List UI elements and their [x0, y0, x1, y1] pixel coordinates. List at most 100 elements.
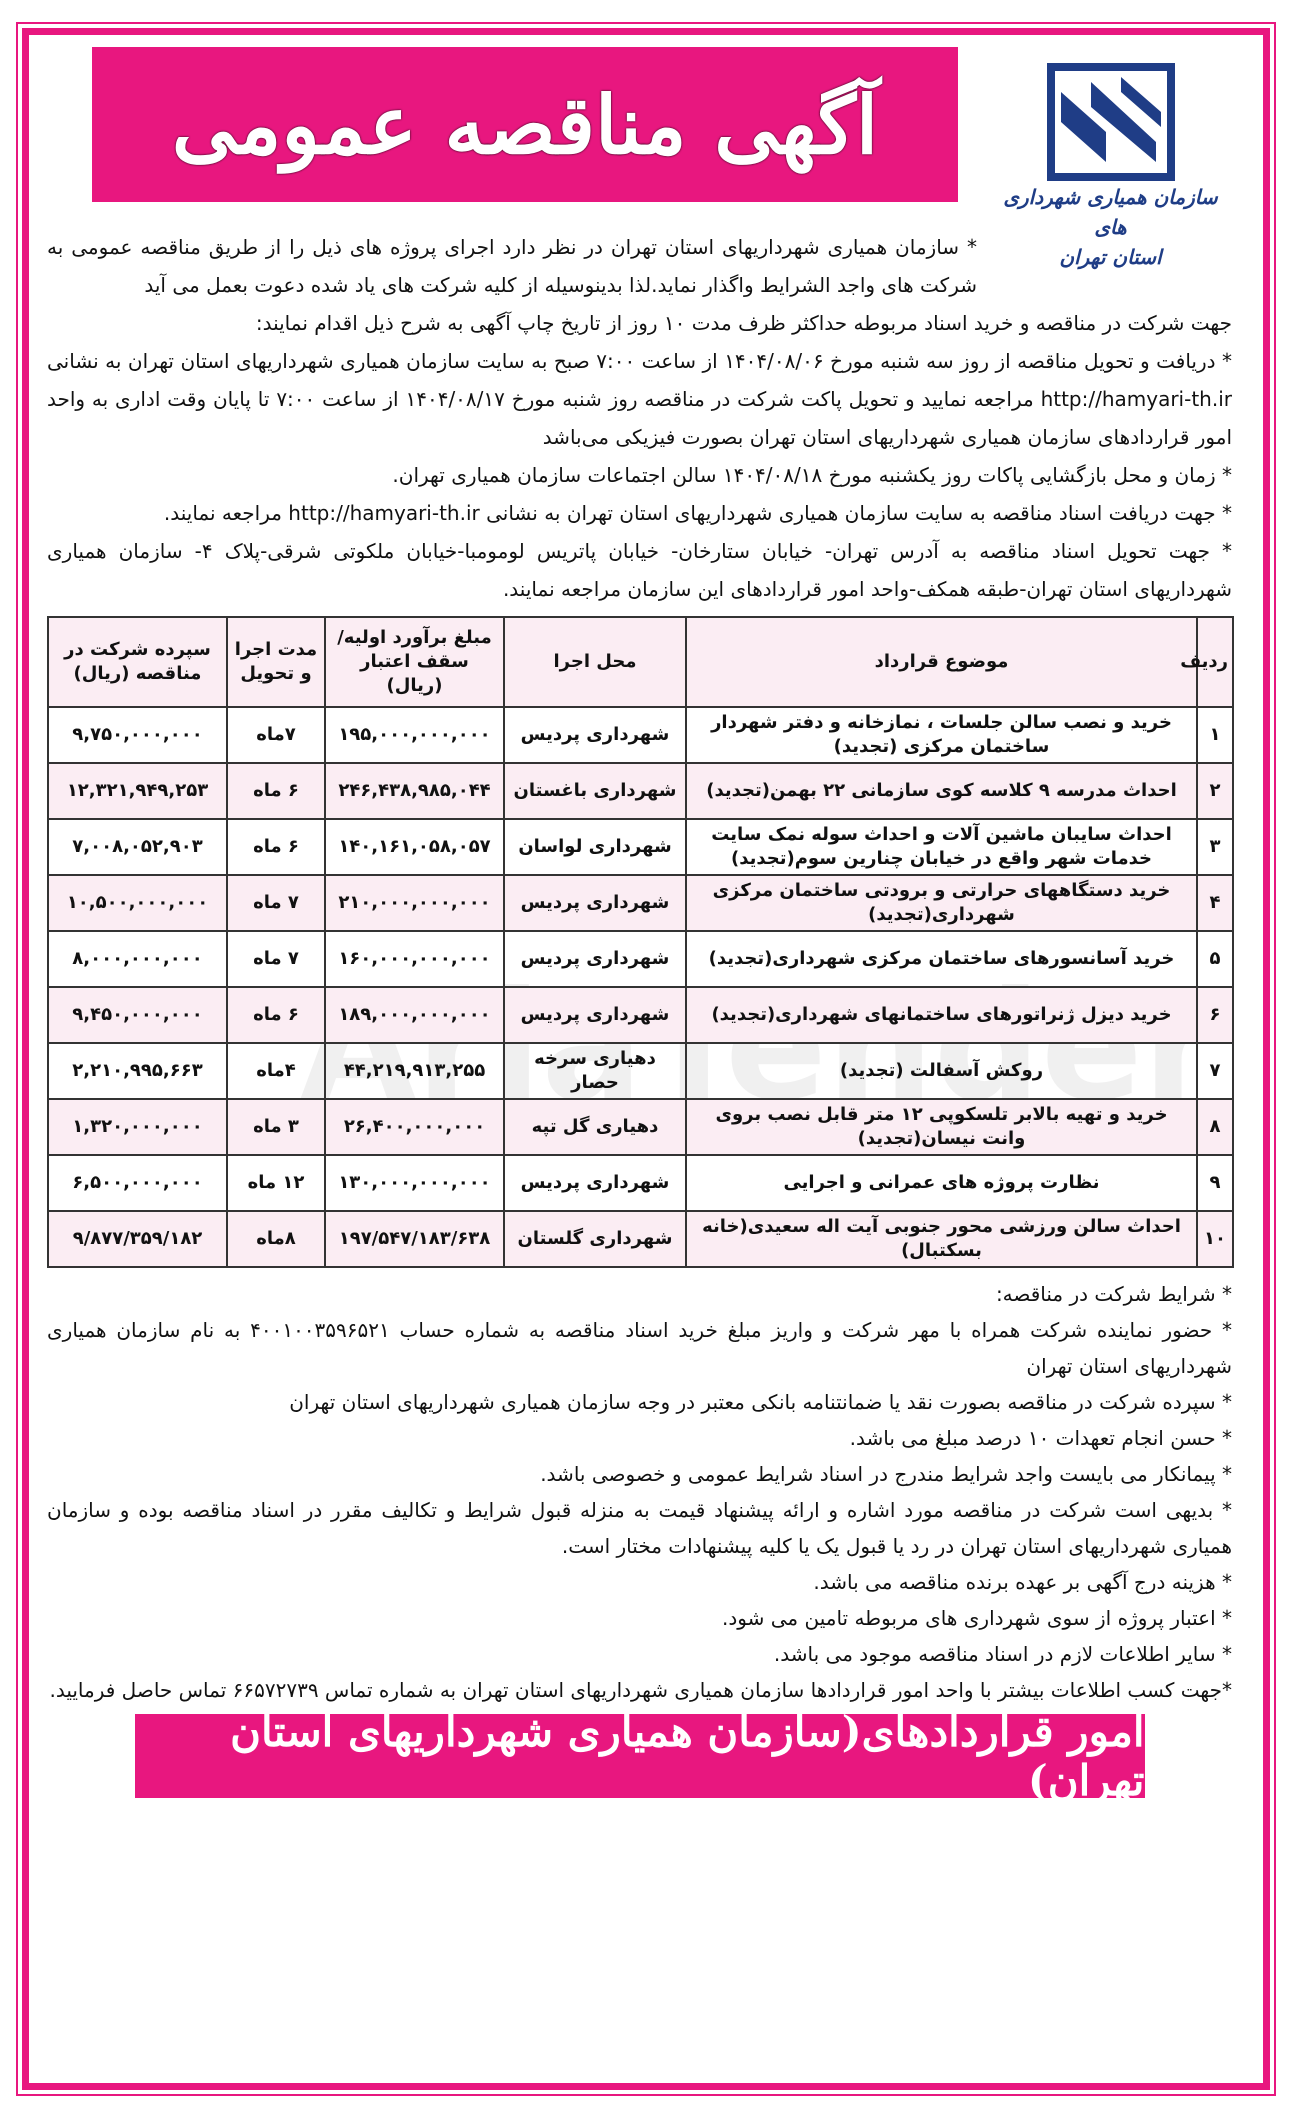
column-header: مدت اجرا و تحویل [226, 616, 326, 708]
intro-paragraph-5: * جهت دریافت اسناد مناقصه به سایت سازمان… [163, 501, 1232, 525]
column-header: ردیف [1180, 616, 1234, 708]
logo-icon [1046, 63, 1175, 181]
column-header: مبلغ برآورد اولیه/ سقف اعتبار (ریال) [324, 616, 505, 708]
footer-text: امور قراردادهای(سازمان همیاری شهرداریهای… [230, 1707, 1145, 1805]
table-cell: ۲ [1196, 762, 1234, 820]
table-cell: ۶ ماه [226, 986, 326, 1044]
table-cell: شهرداری لواسان [503, 818, 687, 876]
table-row: ۸ خرید و تهیه بالابر تلسکوپی ۱۲ متر قابل … [47, 1098, 1234, 1156]
table-cell: ۲۶,۴۰۰,۰۰۰,۰۰۰ [324, 1098, 505, 1156]
table-cell: احداث سالن ورزشی محور جنوبی آیت اله سعید… [685, 1210, 1198, 1268]
table-cell: خرید دیزل ژنراتورهای ساختمانهای شهرداری(… [685, 986, 1198, 1044]
table-cell: ۱۸۹,۰۰۰,۰۰۰,۰۰۰ [324, 986, 505, 1044]
table-cell: شهرداری پردیس [503, 930, 687, 988]
table-cell: ۳ [1196, 818, 1234, 876]
condition-item: * بدیهی است شرکت در مناقصه مورد اشاره و … [47, 1498, 1232, 1558]
table-cell: ۱۴۰,۱۶۱,۰۵۸,۰۵۷ [324, 818, 505, 876]
table-cell: ۷ [1196, 1042, 1234, 1100]
table-cell: ۱ [1196, 706, 1234, 764]
condition-item: *جهت کسب اطلاعات بیشتر با واحد امور قرار… [49, 1678, 1232, 1702]
conditions-block: * شرایط شرکت در مناقصه: * حضور نماینده شر… [47, 1276, 1232, 1708]
intro-block: جهت شرکت در مناقصه و خرید اسناد مربوطه ح… [47, 304, 1232, 608]
table-row: ۶ خرید دیزل ژنراتورهای ساختمانهای شهرداری… [47, 986, 1234, 1044]
table-cell: ۹/۸۷۷/۳۵۹/۱۸۲ [47, 1210, 228, 1268]
table-row: ۲ احداث مدرسه ۹ کلاسه کوی سازمانی ۲۲ بهمن… [47, 762, 1234, 820]
table-cell: شهرداری پردیس [503, 986, 687, 1044]
column-header: سپرده شرکت در مناقصه (ریال) [47, 616, 228, 708]
condition-item: * پیمانکار می بایست واجد شرایط مندرج در … [540, 1462, 1232, 1486]
title-banner: آگهی مناقصه عمومی [92, 47, 958, 202]
table-cell: دهیاری سرخه حصار [503, 1042, 687, 1100]
table-cell: ۸ [1196, 1098, 1234, 1156]
logo: سازمان همیاری شهرداری های استان تهران [1003, 62, 1218, 272]
intro-paragraph-2: جهت شرکت در مناقصه و خرید اسناد مربوطه ح… [255, 311, 1232, 335]
table-cell: ۸,۰۰۰,۰۰۰,۰۰۰ [47, 930, 228, 988]
table-cell: ۲,۲۱۰,۹۹۵,۶۶۳ [47, 1042, 228, 1100]
table-cell: ۵ [1196, 930, 1234, 988]
table-cell: ۹,۴۵۰,۰۰۰,۰۰۰ [47, 986, 228, 1044]
table-cell: شهرداری گلستان [503, 1210, 687, 1268]
intro-paragraph-1: * سازمان همیاری شهرداریهای استان تهران د… [47, 235, 977, 297]
condition-item: * سایر اطلاعات لازم در اسناد مناقصه موجو… [773, 1642, 1232, 1666]
column-header: محل اجرا [503, 616, 687, 708]
table-cell: ۱۲ ماه [226, 1154, 326, 1212]
table-cell: ۱۰,۵۰۰,۰۰۰,۰۰۰ [47, 874, 228, 932]
tender-table: ردیف موضوع قرارداد محل اجرا مبلغ برآورد اول… [47, 616, 1234, 1268]
table-cell: خرید و تهیه بالابر تلسکوپی ۱۲ متر قابل ن… [685, 1098, 1198, 1156]
table-cell: ۱۲,۳۲۱,۹۴۹,۲۵۳ [47, 762, 228, 820]
table-cell: ۱۹۷/۵۴۷/۱۸۳/۶۳۸ [324, 1210, 505, 1268]
table-cell: ۱,۳۲۰,۰۰۰,۰۰۰ [47, 1098, 228, 1156]
table-cell: ۹ [1196, 1154, 1234, 1212]
table-cell: شهرداری پردیس [503, 874, 687, 932]
table-cell: ۶ ماه [226, 762, 326, 820]
table-cell: نظارت پروژه های عمرانی و اجرایی [685, 1154, 1198, 1212]
table-cell: خرید دستگاههای حرارتی و برودتی ساختمان م… [685, 874, 1198, 932]
table-row: ۵ خرید آسانسورهای ساختمان مرکزی شهرداری(ت… [47, 930, 1234, 988]
column-header: موضوع قرارداد [685, 616, 1198, 708]
table-row: ۹ نظارت پروژه های عمرانی و اجرایی شهرداری … [47, 1154, 1234, 1212]
table-cell: ۷ماه [226, 706, 326, 764]
table-cell: ۲۴۶,۴۳۸,۹۸۵,۰۴۴ [324, 762, 505, 820]
table-cell: ۴ماه [226, 1042, 326, 1100]
intro-paragraph-6: * جهت تحویل اسناد مناقصه به آدرس تهران- … [47, 539, 1232, 601]
table-cell: ۷,۰۰۸,۰۵۲,۹۰۳ [47, 818, 228, 876]
table-cell: ۲۱۰,۰۰۰,۰۰۰,۰۰۰ [324, 874, 505, 932]
content-flow: * سازمان همیاری شهرداریهای استان تهران د… [47, 228, 1234, 1805]
logo-text-1: سازمان همیاری شهرداری های [1003, 185, 1218, 239]
table-cell: ۱۳۰,۰۰۰,۰۰۰,۰۰۰ [324, 1154, 505, 1212]
table-cell: شهرداری باغستان [503, 762, 687, 820]
table-cell: خرید و نصب سالن جلسات ، نمازخانه و دفتر … [685, 706, 1198, 764]
table-cell: احداث سایبان ماشین آلات و احداث سوله نمک… [685, 818, 1198, 876]
table-cell: شهرداری پردیس [503, 1154, 687, 1212]
table-row: ۴ خرید دستگاههای حرارتی و برودتی ساختمان … [47, 874, 1234, 932]
table-cell: ۱۶۰,۰۰۰,۰۰۰,۰۰۰ [324, 930, 505, 988]
logo-text-2: استان تهران [1059, 245, 1162, 269]
condition-item: * حسن انجام تعهدات ۱۰ درصد مبلغ می باشد. [849, 1426, 1232, 1450]
intro-paragraph-4: * زمان و محل بازگشایی پاکات روز یکشنبه م… [392, 463, 1232, 487]
table-cell: ۴۴,۲۱۹,۹۱۳,۲۵۵ [324, 1042, 505, 1100]
table-cell: ۱۰ [1196, 1210, 1234, 1268]
table-cell: ۶ ماه [226, 818, 326, 876]
condition-item: * شرایط شرکت در مناقصه: [995, 1282, 1232, 1306]
table-cell: ۶ [1196, 986, 1234, 1044]
table-row: ۱ خرید و نصب سالن جلسات ، نمازخانه و دفتر… [47, 706, 1234, 764]
table-cell: ۱۹۵,۰۰۰,۰۰۰,۰۰۰ [324, 706, 505, 764]
table-cell: ۳ ماه [226, 1098, 326, 1156]
footer-banner: امور قراردادهای(سازمان همیاری شهرداریهای… [134, 1707, 1145, 1805]
condition-item: * اعتبار پروژه از سوی شهرداری های مربوطه… [722, 1606, 1232, 1630]
condition-item: * هزینه درج آگهی بر عهده برنده مناقصه می… [813, 1570, 1232, 1594]
table-row: ۷ روکش آسفالت (تجدید) دهیاری سرخه حصار ۴۴,۲… [47, 1042, 1234, 1100]
page-title: آگهی مناقصه عمومی [171, 77, 879, 172]
table-cell: احداث مدرسه ۹ کلاسه کوی سازمانی ۲۲ بهمن(… [685, 762, 1198, 820]
table-cell: روکش آسفالت (تجدید) [685, 1042, 1198, 1100]
table-cell: ۸ماه [226, 1210, 326, 1268]
condition-item: * سپرده شرکت در مناقصه بصورت نقد یا ضمان… [289, 1390, 1232, 1414]
table-cell: ۷ ماه [226, 874, 326, 932]
table-cell: خرید آسانسورهای ساختمان مرکزی شهرداری(تج… [685, 930, 1198, 988]
table-cell: ۶,۵۰۰,۰۰۰,۰۰۰ [47, 1154, 228, 1212]
table-row: ۳ احداث سایبان ماشین آلات و احداث سوله نم… [47, 818, 1234, 876]
table-cell: ۷ ماه [226, 930, 326, 988]
table-cell: شهرداری پردیس [503, 706, 687, 764]
intro-paragraph-3: * دریافت و تحویل مناقصه از روز سه شنبه م… [47, 349, 1233, 449]
table-cell: دهیاری گل تپه [503, 1098, 687, 1156]
